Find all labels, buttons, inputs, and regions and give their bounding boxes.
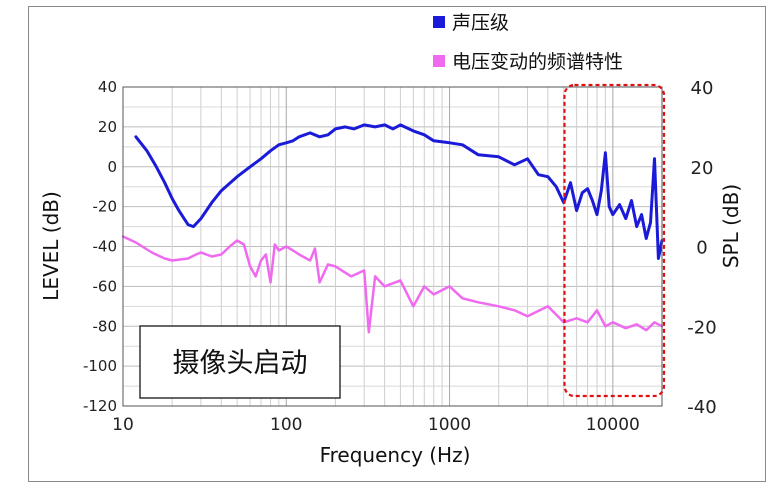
y-tick-label-right: 40 — [691, 78, 714, 99]
chart-frame — [28, 6, 766, 482]
legend: 声压级 电压变动的频谱特性 — [433, 12, 623, 73]
series-layer — [121, 123, 664, 334]
y-tick-label-left: 0 — [107, 158, 117, 176]
legend-label-voltage-spectrum: 电压变动的频谱特性 — [452, 51, 623, 73]
x-tick-label: 10000 — [586, 415, 640, 435]
y-tick-label-right: 0 — [696, 238, 707, 259]
y-tick-label-right: -20 — [687, 317, 716, 338]
series-line-voltage-spectrum — [121, 235, 664, 334]
legend-swatch-sound-pressure — [433, 16, 445, 28]
y-tick-label-left: 40 — [98, 78, 117, 96]
x-tick-label: 10 — [112, 415, 134, 435]
y-tick-label-left: -120 — [83, 397, 117, 415]
y-tick-label-left: -100 — [83, 357, 117, 375]
y-axis-label-right: SPL (dB) — [719, 184, 743, 268]
annotation-label: 摄像头启动 — [173, 348, 308, 379]
x-tick-label: 1000 — [428, 415, 471, 435]
series-line-sound-pressure — [134, 123, 664, 260]
y-tick-label-left: -60 — [93, 277, 118, 295]
y-tick-label-right: 20 — [691, 158, 714, 179]
legend-swatch-voltage-spectrum — [433, 55, 445, 67]
annotation-box: 摄像头启动 — [139, 325, 341, 399]
y-tick-label-left: -40 — [93, 238, 118, 256]
y-tick-label-left: 20 — [98, 118, 117, 136]
y-tick-label-left: -80 — [93, 317, 118, 335]
tick-labels: 10 100 1000 10000 40 20 0 -20 -40 -60 -80 -100 -120 4… — [83, 78, 717, 435]
y-tick-label-left: -20 — [93, 198, 118, 216]
x-tick-label: 100 — [270, 415, 302, 435]
legend-label-sound-pressure: 声压级 — [452, 12, 509, 34]
y-axis-label-left: LEVEL (dB) — [39, 191, 63, 301]
x-axis-label: Frequency (Hz) — [320, 443, 471, 467]
plot-border — [122, 86, 663, 407]
y-tick-label-right: -40 — [687, 397, 716, 418]
highlight-region — [563, 83, 666, 398]
